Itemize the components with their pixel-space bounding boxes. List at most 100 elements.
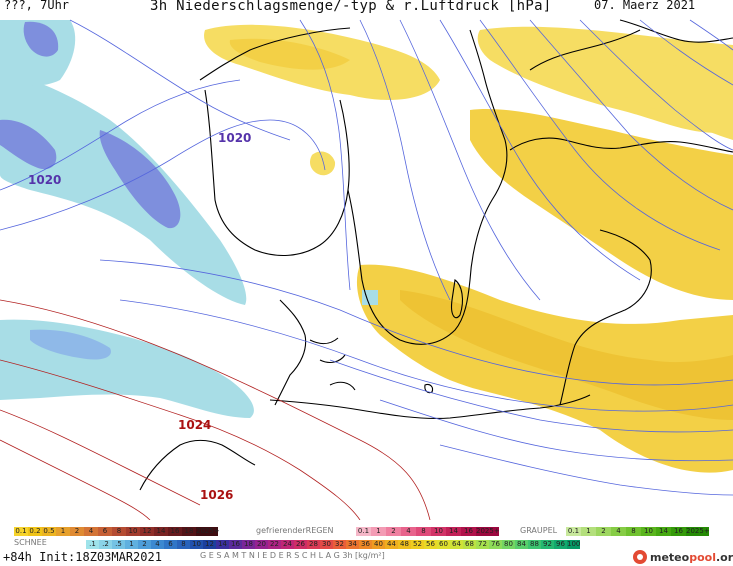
legend-swatch: 12 <box>140 527 154 536</box>
meteopool-logo-icon <box>633 550 647 564</box>
legend-swatch: 6 <box>98 527 112 536</box>
precipitation-map <box>0 19 733 520</box>
isobar <box>639 19 733 86</box>
legend-swatch: 10 <box>126 527 140 536</box>
legend-swatch: .1 <box>86 540 99 549</box>
model-run-info: +84h Init:18Z03MAR2021 <box>3 550 162 564</box>
legend-swatch: 0.1 <box>356 527 371 536</box>
coast-baltic-states <box>559 229 652 406</box>
total-precip-legend-title: G E S A M T N I E D E R S C H L A G 3h [… <box>200 551 385 560</box>
legend-swatch: 16 <box>671 527 686 536</box>
isobar-label: 1024 <box>178 418 212 432</box>
isobar-label: 1020 <box>28 173 62 187</box>
legend-swatch: 88 <box>528 540 541 549</box>
snow-north-atlantic <box>0 70 247 305</box>
legend-swatch: 14 <box>154 527 168 536</box>
legend-swatch: 6 <box>164 540 177 549</box>
isobar <box>0 439 151 520</box>
legend-swatch: 4 <box>401 527 416 536</box>
snow-north-sea-core <box>30 329 111 360</box>
legend-swatch: 2 <box>70 527 84 536</box>
legend-swatch: 2025+ <box>196 527 220 536</box>
graupel-scale: 0.1 1 2 4 8 10 14 16 2025+ <box>566 527 710 536</box>
coast-gotland <box>451 279 464 319</box>
legend-swatch: 12 <box>203 540 216 549</box>
legend-swatch: 2 <box>386 527 401 536</box>
rain-areas <box>204 24 733 473</box>
legend-swatch: 4 <box>151 540 164 549</box>
coast-sweden <box>347 29 508 345</box>
legend-swatch: 72 <box>476 540 489 549</box>
legend-swatch: 92 <box>541 540 554 549</box>
legend-swatch: 4 <box>84 527 98 536</box>
legend-swatch: 8 <box>112 527 126 536</box>
isobar <box>689 19 733 51</box>
snow-west-core <box>0 119 57 170</box>
legend-swatch: 48 <box>398 540 411 549</box>
snow-west-top-core <box>23 21 59 57</box>
isobar-label: 1026 <box>200 488 234 502</box>
legend-swatch: 44 <box>385 540 398 549</box>
legend-swatch: 24 <box>281 540 294 549</box>
legend-swatch: 1 <box>581 527 596 536</box>
legend-swatch: 52 <box>411 540 424 549</box>
isobar <box>439 444 733 496</box>
freezing-rain-legend-title: gefrierenderREGEN <box>256 526 334 535</box>
snow-scale: 0.1 0.2 0.5 1 2 4 6 8 10 12 14 16 18 2025+ <box>14 527 220 536</box>
isobars-red <box>0 299 431 520</box>
legend-swatch: 0.1 <box>566 527 581 536</box>
forecast-date: 07. Maerz 2021 <box>594 0 696 12</box>
legend-swatch: 76 <box>489 540 502 549</box>
legend-swatch: 16 <box>461 527 476 536</box>
isobar <box>0 119 326 231</box>
legend-swatch: 10 <box>641 527 656 536</box>
rain-south-baltic-core <box>400 290 733 420</box>
isobar <box>0 409 201 506</box>
legend-swatch: 16 <box>229 540 242 549</box>
freezing-rain-scale: 0.1 1 2 4 8 10 14 16 2025+ <box>356 527 500 536</box>
isobar <box>379 399 733 462</box>
isobar <box>119 299 733 412</box>
rain-baltic-east <box>470 109 733 300</box>
legend-swatch: 1 <box>125 540 138 549</box>
isobar <box>439 19 641 281</box>
legend-swatch: 64 <box>450 540 463 549</box>
meteopool-logo-text: meteopool.org <box>650 550 733 564</box>
legend-swatch: 34 <box>346 540 359 549</box>
rain-east-upper <box>560 58 733 140</box>
legend-swatch: 2 <box>138 540 151 549</box>
legend-swatch: 4 <box>611 527 626 536</box>
legend-swatch: 10 <box>190 540 203 549</box>
isobar <box>0 299 431 520</box>
legend-swatch: 0.2 <box>28 527 42 536</box>
coastlines <box>139 19 733 491</box>
legend-swatch: 2 <box>596 527 611 536</box>
legend-swatch: 10 <box>431 527 446 536</box>
legend-swatch: 2025+ <box>686 527 710 536</box>
legend-swatch: 14 <box>656 527 671 536</box>
snow-denmark-spot <box>362 290 378 305</box>
legend-swatch: 1 <box>56 527 70 536</box>
total-precip-scale: .1.2.5 1 2 4 6 8 10 12 14 16 18 20 22 24 26 28 30 32 34 36 4… <box>86 540 580 549</box>
coast-denmark <box>274 299 356 406</box>
isobar <box>359 19 451 301</box>
isobar <box>0 359 361 520</box>
legend-swatch: 60 <box>437 540 450 549</box>
legend-swatch: 26 <box>294 540 307 549</box>
coast-poland-germany <box>269 394 591 419</box>
legend-swatch: 100 <box>567 540 581 549</box>
legend-swatch: 80 <box>502 540 515 549</box>
isobar <box>579 19 733 151</box>
legend-swatch: 2025+ <box>476 527 500 536</box>
legend-swatch: 14 <box>216 540 229 549</box>
isobars-blue <box>0 19 733 496</box>
map-title: 3h Niederschlagsmenge/-typ & r.Luftdruck… <box>150 0 552 14</box>
legend-swatch: .5 <box>112 540 125 549</box>
legend-swatch: 84 <box>515 540 528 549</box>
rain-central-small <box>310 151 336 176</box>
meteopool-logo[interactable]: meteopool.org <box>632 549 733 565</box>
legend-swatch: 36 <box>359 540 372 549</box>
snow-band-core <box>99 130 181 229</box>
forecast-time-label: ???, 7Uhr <box>4 0 70 12</box>
graupel-legend-title: GRAUPEL <box>520 526 558 535</box>
